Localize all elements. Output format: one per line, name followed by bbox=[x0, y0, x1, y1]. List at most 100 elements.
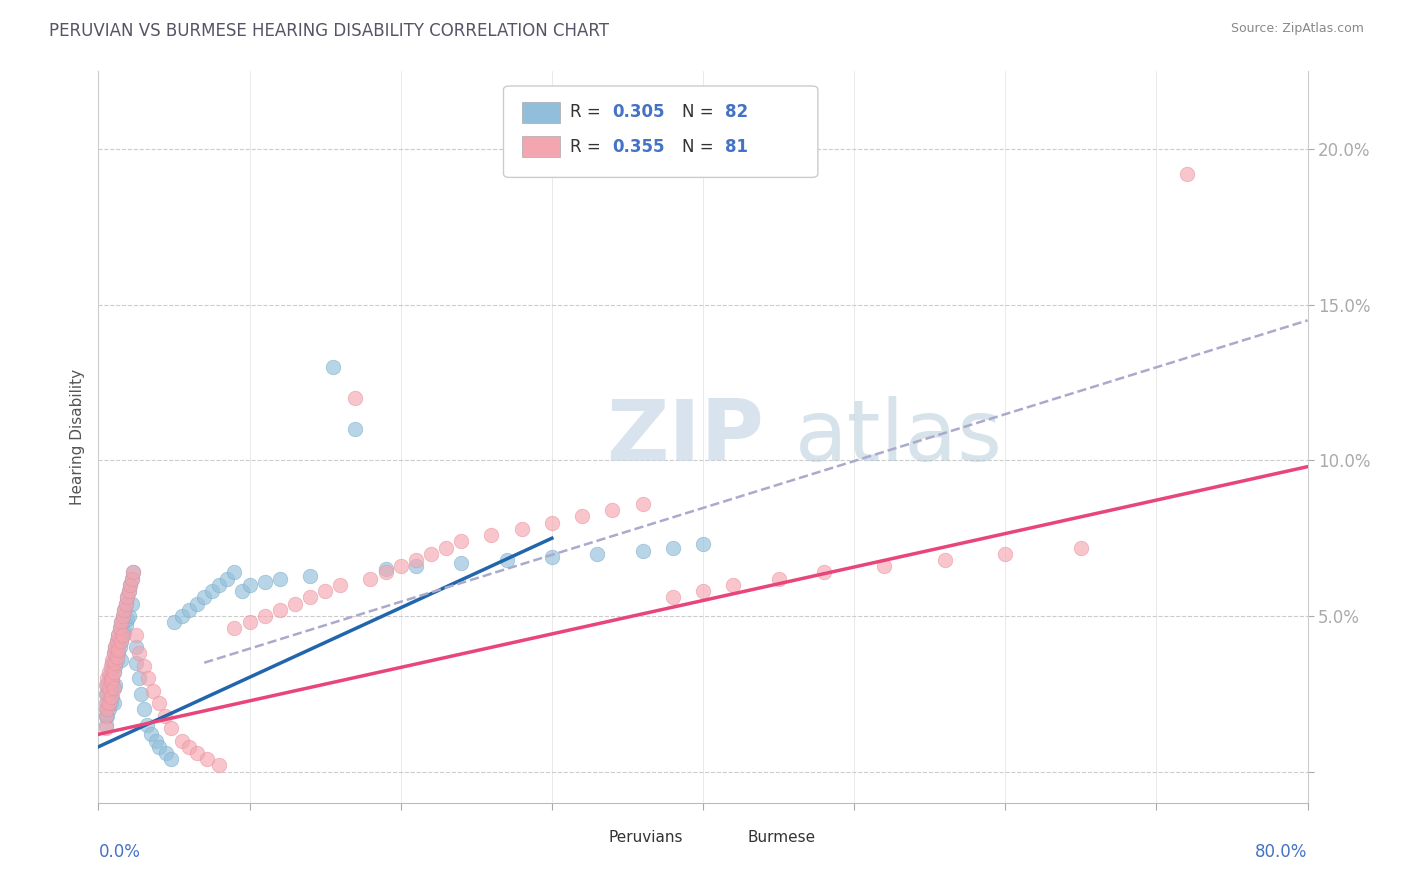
Point bbox=[121, 597, 143, 611]
Point bbox=[103, 647, 125, 661]
Point bbox=[284, 597, 307, 611]
Point bbox=[96, 677, 118, 691]
Point bbox=[571, 509, 593, 524]
Point bbox=[105, 649, 128, 664]
Point bbox=[322, 359, 344, 374]
Point bbox=[122, 566, 145, 580]
Point bbox=[115, 591, 138, 605]
Point bbox=[111, 609, 134, 624]
FancyBboxPatch shape bbox=[576, 830, 603, 845]
Point bbox=[434, 541, 457, 555]
Point bbox=[94, 721, 117, 735]
Point bbox=[96, 696, 118, 710]
Point bbox=[344, 422, 367, 436]
Point bbox=[692, 537, 714, 551]
Point bbox=[125, 656, 148, 670]
Point bbox=[510, 522, 533, 536]
Point bbox=[253, 574, 276, 589]
Point bbox=[105, 634, 128, 648]
Point bbox=[101, 671, 124, 685]
Point bbox=[122, 566, 145, 580]
Point bbox=[170, 733, 193, 747]
Point bbox=[128, 647, 150, 661]
Point bbox=[103, 681, 125, 695]
Point bbox=[160, 721, 183, 735]
Text: 0.355: 0.355 bbox=[613, 137, 665, 156]
Point bbox=[215, 572, 238, 586]
Point bbox=[186, 746, 208, 760]
Point bbox=[104, 677, 127, 691]
Point bbox=[374, 566, 396, 580]
Text: 0.0%: 0.0% bbox=[98, 843, 141, 861]
Point bbox=[1175, 167, 1198, 181]
Point bbox=[135, 718, 157, 732]
Y-axis label: Hearing Disability: Hearing Disability bbox=[69, 369, 84, 505]
Point bbox=[98, 696, 121, 710]
Text: ZIP: ZIP bbox=[606, 395, 763, 479]
Point bbox=[98, 681, 121, 695]
Point bbox=[723, 578, 745, 592]
Point bbox=[125, 628, 148, 642]
Point bbox=[118, 584, 141, 599]
Point bbox=[120, 578, 142, 592]
Point bbox=[179, 603, 201, 617]
Point bbox=[314, 584, 336, 599]
Point bbox=[110, 652, 132, 666]
Point bbox=[110, 615, 132, 630]
Point bbox=[101, 656, 124, 670]
Point bbox=[129, 687, 152, 701]
Point bbox=[94, 702, 117, 716]
Point bbox=[299, 591, 322, 605]
Point bbox=[344, 391, 367, 405]
Point bbox=[100, 681, 122, 695]
Point bbox=[98, 665, 121, 679]
Point bbox=[631, 497, 654, 511]
Point bbox=[602, 503, 624, 517]
Point bbox=[540, 516, 562, 530]
Point bbox=[450, 556, 472, 570]
Point bbox=[98, 702, 121, 716]
Text: R =: R = bbox=[569, 103, 600, 121]
Text: Burmese: Burmese bbox=[748, 830, 815, 845]
Point bbox=[94, 696, 117, 710]
Point bbox=[114, 597, 136, 611]
Point bbox=[112, 603, 135, 617]
Point bbox=[100, 696, 122, 710]
Point bbox=[125, 640, 148, 655]
Text: 82: 82 bbox=[724, 103, 748, 121]
FancyBboxPatch shape bbox=[716, 830, 742, 845]
Point bbox=[193, 591, 215, 605]
Point bbox=[114, 597, 136, 611]
Point bbox=[103, 665, 125, 679]
Point bbox=[107, 628, 129, 642]
Point bbox=[96, 671, 118, 685]
Point bbox=[420, 547, 443, 561]
Point bbox=[94, 708, 117, 723]
Text: N =: N = bbox=[682, 137, 714, 156]
Point bbox=[405, 559, 427, 574]
Point bbox=[186, 597, 208, 611]
Point bbox=[108, 622, 131, 636]
Point bbox=[111, 628, 134, 642]
Point bbox=[96, 702, 118, 716]
Point bbox=[148, 696, 170, 710]
Point bbox=[208, 578, 231, 592]
Point bbox=[299, 568, 322, 582]
Point bbox=[170, 609, 193, 624]
Text: PERUVIAN VS BURMESE HEARING DISABILITY CORRELATION CHART: PERUVIAN VS BURMESE HEARING DISABILITY C… bbox=[49, 22, 609, 40]
Text: R =: R = bbox=[569, 137, 600, 156]
Point bbox=[103, 665, 125, 679]
Point bbox=[108, 640, 131, 655]
Point bbox=[115, 612, 138, 626]
Point bbox=[132, 658, 155, 673]
Point bbox=[145, 733, 167, 747]
Point bbox=[101, 690, 124, 704]
Point bbox=[631, 543, 654, 558]
Point bbox=[1070, 541, 1092, 555]
Point bbox=[100, 674, 122, 689]
Point bbox=[104, 640, 127, 655]
Point bbox=[994, 547, 1017, 561]
Point bbox=[195, 752, 218, 766]
Point bbox=[115, 591, 138, 605]
Point bbox=[661, 591, 683, 605]
